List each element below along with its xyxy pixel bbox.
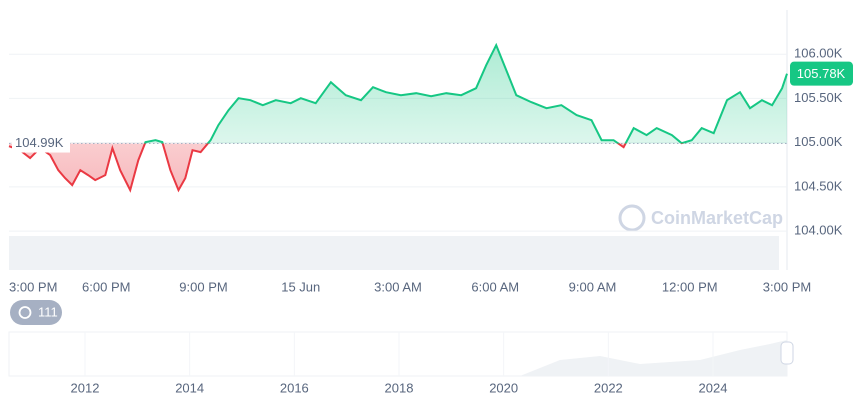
x-tick-label: 3:00 PM	[9, 279, 57, 294]
history-badge[interactable]	[10, 300, 62, 325]
y-tick-label: 106.00K	[794, 46, 843, 61]
x-tick-label: 12:00 PM	[662, 279, 718, 294]
navigator-year: 2024	[699, 380, 728, 395]
x-tick-label: 3:00 AM	[374, 279, 422, 294]
price-line-up	[143, 42, 788, 144]
last-price-label: 105.78K	[797, 66, 846, 81]
x-tick-label: 3:00 PM	[763, 279, 811, 294]
x-tick-label: 15 Jun	[281, 279, 320, 294]
history-count: 111	[38, 304, 58, 319]
y-tick-label: 104.00K	[794, 223, 843, 238]
navigator-area	[9, 340, 787, 376]
watermark: CoinMarketCap	[651, 208, 783, 228]
history-icon	[18, 306, 32, 319]
y-tick-label: 105.00K	[794, 134, 843, 149]
navigator-year: 2016	[280, 380, 309, 395]
y-tick-label: 104.50K	[794, 178, 843, 193]
x-tick-label: 9:00 AM	[569, 279, 617, 294]
watermark-logo	[618, 204, 646, 232]
x-tick-label: 6:00 PM	[82, 279, 130, 294]
background	[8, 10, 794, 377]
navigator-year: 2012	[71, 380, 100, 395]
navigator-year: 2018	[385, 380, 414, 395]
area-down	[9, 143, 626, 191]
navigator-handle[interactable]	[780, 341, 794, 365]
navigator-year: 2022	[594, 380, 623, 395]
last-price-badge	[790, 61, 853, 86]
baseline-badge	[12, 134, 70, 153]
navigator-year: 2020	[489, 380, 518, 395]
x-tick-label: 9:00 PM	[179, 279, 227, 294]
volume-area	[9, 236, 779, 270]
x-tick-label: 6:00 AM	[471, 279, 519, 294]
area-up	[9, 45, 787, 144]
y-tick-label: 105.50K	[794, 90, 843, 105]
baseline-label: 104.99K	[15, 135, 64, 150]
price-line-down	[8, 143, 684, 193]
navigator-year: 2014	[175, 380, 204, 395]
